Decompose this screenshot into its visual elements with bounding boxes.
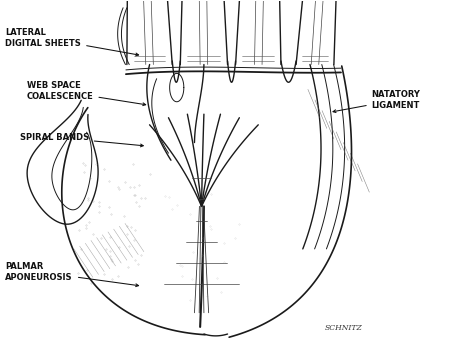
Text: SPIRAL BANDS: SPIRAL BANDS xyxy=(19,133,143,147)
Text: WEB SPACE
COALESCENCE: WEB SPACE COALESCENCE xyxy=(27,82,146,106)
Text: SCHNITZ: SCHNITZ xyxy=(324,324,362,332)
Text: PALMAR
APONEUROSIS: PALMAR APONEUROSIS xyxy=(5,262,138,287)
Text: LATERAL
DIGITAL SHEETS: LATERAL DIGITAL SHEETS xyxy=(5,28,138,56)
Text: NATATORY
LIGAMENT: NATATORY LIGAMENT xyxy=(333,90,420,112)
